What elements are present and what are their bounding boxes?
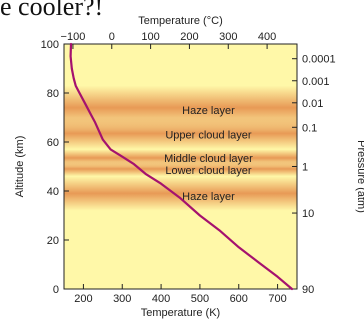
x-bottom-tick-label-200: 200 <box>74 293 92 305</box>
temperature-profile-line-1 <box>69 42 294 291</box>
y-right-tick-label-1: 0.0001 <box>302 54 336 66</box>
caption-text: e cooler?! <box>0 0 104 21</box>
layer-band-4 <box>64 161 297 177</box>
y-left-tick-label-100: 100 <box>41 39 59 51</box>
x-top-tick-label-100: 100 <box>141 31 159 43</box>
x-top-tick-label-400: 400 <box>258 31 276 43</box>
x-bottom-tick-label-300: 300 <box>113 293 131 305</box>
layer-band-5 <box>64 176 297 211</box>
layer-label-4: Lower cloud layer <box>165 165 252 177</box>
x-bottom-tick-label-500: 500 <box>191 293 209 305</box>
y-right-tick-label-5: 1 <box>302 162 308 174</box>
x-top-tick-label-200: 200 <box>180 31 198 43</box>
y-left-tick-label-40: 40 <box>47 186 59 198</box>
y-left-tick-label-60: 60 <box>47 137 59 149</box>
layer-label-3: Middle cloud layer <box>164 153 253 165</box>
x-top-tick-label-300: 300 <box>219 31 237 43</box>
x-top-axis-title: Temperature (°C) <box>138 15 222 27</box>
layer-label-2: Upper cloud layer <box>165 130 252 142</box>
layer-label-5: Haze layer <box>182 191 235 203</box>
x-bottom-tick-label-700: 700 <box>268 293 286 305</box>
layer-band-2 <box>64 117 297 150</box>
x-bottom-tick-label-400: 400 <box>152 293 170 305</box>
y-right-tick-label-7: 90 <box>302 284 314 296</box>
y-right-tick-label-4: 0.1 <box>302 122 317 134</box>
y-right-axis-title: Pressure (atm) <box>355 140 364 213</box>
x-bottom-axis-title: Temperature (K) <box>141 307 220 319</box>
y-right-tick-label-3: 0.01 <box>302 98 323 110</box>
y-left-axis-title: Altitude (km) <box>14 136 26 198</box>
y-left-tick-label-80: 80 <box>47 88 59 100</box>
y-right-tick-label-2: 0.001 <box>302 76 330 88</box>
x-top-tick-label--100: −100 <box>61 31 86 43</box>
y-right-tick-label-6: 10 <box>302 208 314 220</box>
layer-label-1: Haze layer <box>182 105 235 117</box>
x-top-tick-label-0: 0 <box>109 31 115 43</box>
x-bottom-tick-label-600: 600 <box>230 293 248 305</box>
y-left-tick-label-0: 0 <box>53 284 59 296</box>
y-left-tick-label-20: 20 <box>47 235 59 247</box>
